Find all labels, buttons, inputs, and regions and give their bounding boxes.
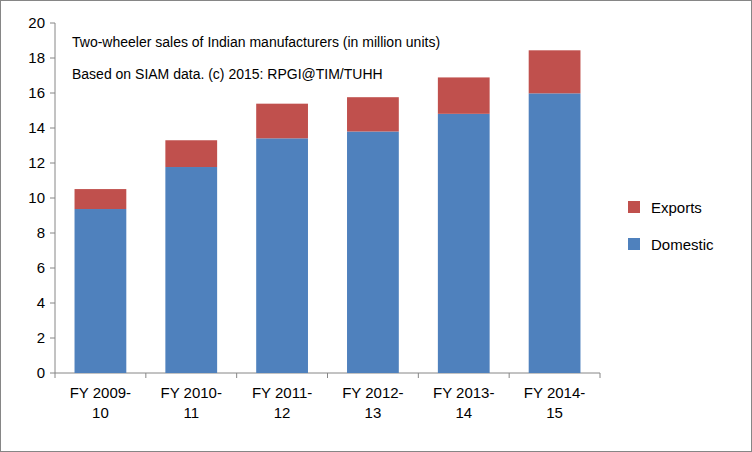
x-tick xyxy=(509,373,510,378)
x-tick-label: FY 2010- 11 xyxy=(161,384,222,421)
bar xyxy=(438,77,490,113)
x-tick-label: FY 2009- 10 xyxy=(70,384,131,421)
y-tick xyxy=(50,303,55,304)
x-tick xyxy=(55,373,56,378)
legend-label: Domestic xyxy=(651,236,714,253)
y-tick-label: 16 xyxy=(28,84,45,101)
y-tick-label: 0 xyxy=(37,364,45,381)
y-tick-label: 18 xyxy=(28,49,45,66)
x-tick-label-line: FY 2010- xyxy=(161,384,222,401)
x-tick-label-line: 15 xyxy=(546,404,563,421)
bar xyxy=(256,104,308,139)
y-tick-label: 20 xyxy=(28,14,45,31)
x-tick-label-line: FY 2014- xyxy=(524,384,585,401)
y-tick xyxy=(50,163,55,164)
bar xyxy=(347,97,399,131)
title: Two-wheeler sales of Indian manufacturer… xyxy=(72,34,440,50)
x-tick-label-line: 10 xyxy=(92,404,109,421)
x-tick-label-line: 12 xyxy=(274,404,291,421)
x-tick xyxy=(418,373,419,378)
y-tick xyxy=(50,93,55,94)
legend-swatch xyxy=(628,238,640,250)
y-tick xyxy=(50,128,55,129)
bar xyxy=(75,189,127,209)
y-tick-label: 8 xyxy=(37,224,45,241)
bar xyxy=(529,93,581,373)
y-tick-label: 4 xyxy=(37,294,45,311)
legend: Exports Domestic xyxy=(628,199,714,253)
x-tick xyxy=(236,373,237,378)
bars xyxy=(75,50,581,373)
x-tick-label-line: FY 2013- xyxy=(433,384,494,401)
y-tick-label: 10 xyxy=(28,189,45,206)
y-tick xyxy=(50,233,55,234)
chart-border xyxy=(1,1,752,452)
x-tick-label: FY 2014- 15 xyxy=(524,384,585,421)
y-tick xyxy=(50,198,55,199)
legend-swatch xyxy=(628,201,640,213)
x-tick-label-line: 14 xyxy=(455,404,472,421)
x-tick xyxy=(327,373,328,378)
x-tick-label-line: FY 2011- xyxy=(252,384,312,401)
bar xyxy=(165,140,217,167)
y-tick xyxy=(50,338,55,339)
x-tick-label-line: FY 2012- xyxy=(342,384,403,401)
bar xyxy=(529,50,581,93)
x-tick xyxy=(600,373,601,378)
x-tick-label-line: FY 2009- xyxy=(70,384,131,401)
x-tick-label: FY 2012- 13 xyxy=(342,384,403,421)
x-tick-label-line: 13 xyxy=(365,404,382,421)
y-tick-label: 14 xyxy=(28,119,45,136)
y-tick xyxy=(50,268,55,269)
subtitle: Based on SIAM data. (c) 2015: RPGI@TIM/T… xyxy=(72,66,383,82)
bar xyxy=(165,167,217,373)
y-tick-label: 12 xyxy=(28,154,45,171)
x-tick-label: FY 2013- 14 xyxy=(433,384,494,421)
bar xyxy=(347,132,399,374)
x-tick xyxy=(145,373,146,378)
bar xyxy=(438,114,490,373)
bar xyxy=(256,138,308,373)
y-tick xyxy=(50,23,55,24)
bar xyxy=(75,209,127,373)
y-tick-label: 2 xyxy=(37,329,45,346)
legend-label: Exports xyxy=(651,199,702,216)
x-tick-label-line: 11 xyxy=(183,404,199,421)
y-tick-label: 6 xyxy=(37,259,45,276)
y-tick xyxy=(50,58,55,59)
y-tick xyxy=(50,373,55,374)
x-tick-label: FY 2011- 12 xyxy=(252,384,312,421)
chart: 02468101214161820FY 2009-10FY 2010-11FY … xyxy=(0,0,752,452)
